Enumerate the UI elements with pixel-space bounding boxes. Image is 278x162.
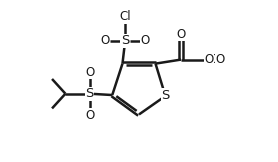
Text: S: S xyxy=(161,89,170,102)
Text: O: O xyxy=(85,66,94,79)
Text: O: O xyxy=(176,28,186,41)
Text: S: S xyxy=(85,87,94,100)
Text: O: O xyxy=(141,34,150,47)
Text: O: O xyxy=(85,109,94,122)
Text: O: O xyxy=(216,53,225,66)
Text: S: S xyxy=(121,34,129,47)
Text: O: O xyxy=(100,34,110,47)
Text: Cl: Cl xyxy=(119,10,131,23)
Text: O: O xyxy=(208,53,218,66)
Text: O: O xyxy=(204,53,214,66)
